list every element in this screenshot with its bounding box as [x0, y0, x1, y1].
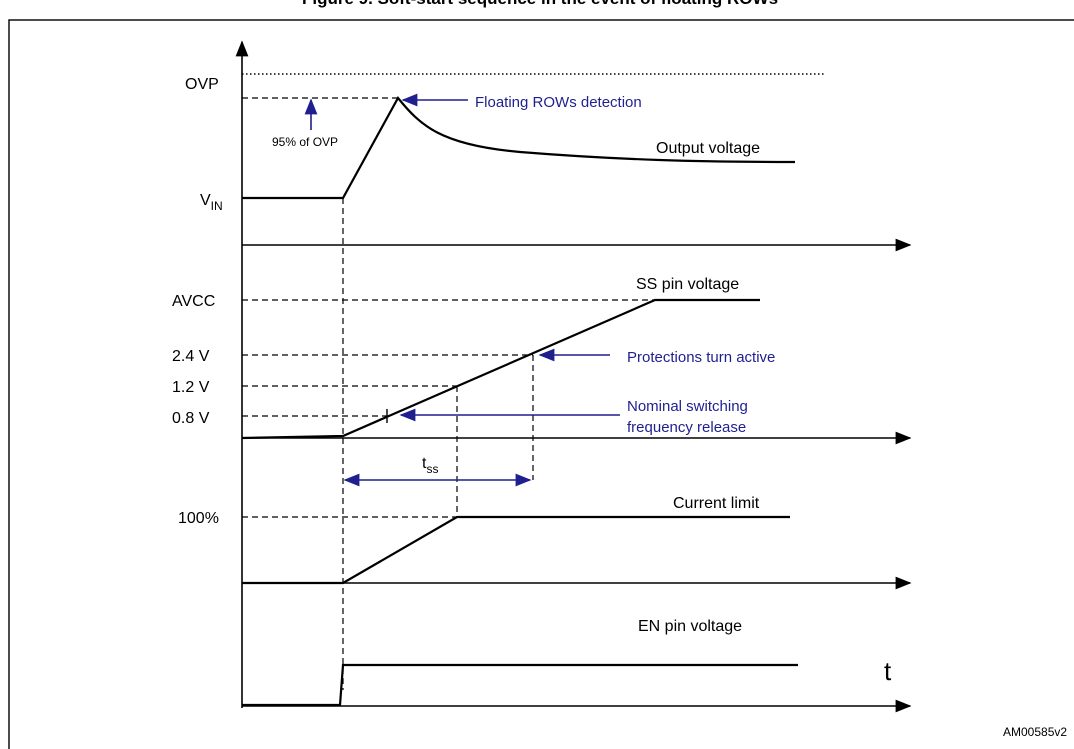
annotation: tss: [422, 455, 438, 476]
level-label: 100%: [178, 510, 219, 527]
signal-label: Output voltage: [656, 140, 760, 157]
signal-label: Current limit: [673, 495, 760, 512]
signal-label: SS pin voltage: [636, 276, 739, 293]
annotation: Nominal switching: [627, 398, 748, 415]
annotation-subscript: ss: [426, 462, 438, 476]
signals: [241, 96, 798, 707]
annotation: frequency release: [627, 419, 746, 436]
level-label: VIN: [200, 192, 223, 213]
figure-code: AM00585v2: [1003, 725, 1067, 739]
annotation-arrows: [304, 93, 620, 487]
time-label: t: [884, 656, 892, 686]
level-label: 2.4 V: [172, 348, 210, 365]
annotation: Floating ROWs detection: [475, 94, 642, 111]
level-label: 1.2 V: [172, 379, 210, 396]
annotation: 95% of OVP: [272, 135, 338, 149]
level-label: V: [200, 192, 211, 209]
frame: [8, 19, 1074, 749]
annotation: t: [422, 455, 427, 472]
guides: [242, 73, 825, 690]
level-label: AVCC: [172, 293, 215, 310]
level-label: 0.8 V: [172, 410, 210, 427]
signal-label: EN pin voltage: [638, 618, 742, 635]
level-label: OVP: [185, 76, 219, 93]
axes: [235, 40, 912, 713]
annotation: Protections turn active: [627, 349, 775, 366]
title: Figure 9. Soft-start sequence in the eve…: [302, 0, 778, 8]
level-subscript: IN: [211, 199, 223, 213]
